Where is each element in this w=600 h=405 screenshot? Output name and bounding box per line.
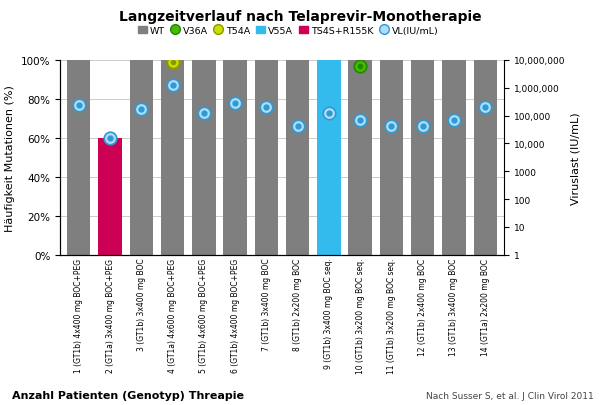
Text: Anzahl Patienten (Genotyp) Threapie: Anzahl Patienten (Genotyp) Threapie [12,390,244,400]
Bar [317,61,341,255]
Bar [349,61,372,255]
Bar [254,61,278,255]
Y-axis label: Häufigkeit Mutationen (%): Häufigkeit Mutationen (%) [5,85,15,231]
Legend: WT, V36A, T54A, V55A, TS4S+R155K, VL(IU/mL): WT, V36A, T54A, V55A, TS4S+R155K, VL(IU/… [134,23,442,39]
Bar [192,61,215,255]
Bar [286,61,310,255]
Y-axis label: Viruslast (IU/mL): Viruslast (IU/mL) [571,112,581,204]
Bar [98,139,122,255]
Bar [473,61,497,255]
Bar [161,61,184,255]
Bar [380,61,403,255]
Text: Langzeitverlauf nach Telaprevir-Monotherapie: Langzeitverlauf nach Telaprevir-Monother… [119,10,481,24]
Bar [130,61,153,255]
Bar [223,61,247,255]
Bar [411,61,434,255]
Text: Nach Susser S, et al. J Clin Virol 2011: Nach Susser S, et al. J Clin Virol 2011 [426,391,594,400]
Bar [442,61,466,255]
Bar [67,61,91,255]
